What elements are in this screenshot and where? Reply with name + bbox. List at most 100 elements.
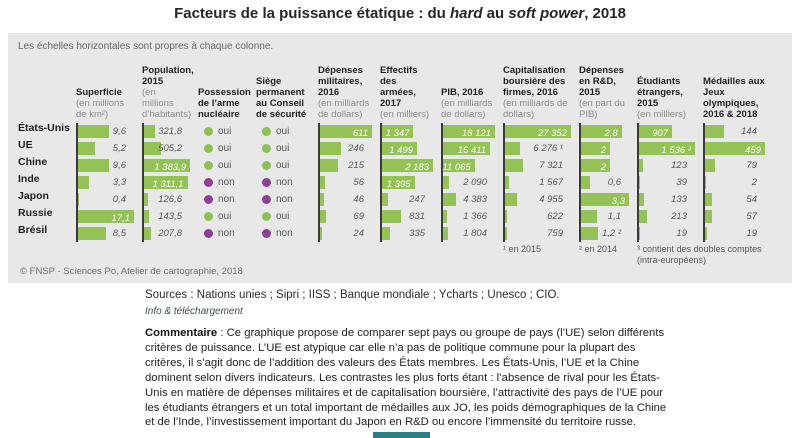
column-title: Médailles aux Jeux olympiques, 2016 & 20… <box>703 76 765 120</box>
column-header-nucleaire: Possession de l’arme nucléaire <box>198 56 251 123</box>
cell-nucleaire-2: oui <box>198 157 248 174</box>
dot-label: oui <box>276 160 290 171</box>
no-dot-icon <box>204 178 213 187</box>
value-label: 1 499 <box>389 145 414 156</box>
cell-rd-5: 1,1 <box>581 208 629 225</box>
value-label: 46 <box>353 194 364 205</box>
value-bar <box>382 227 390 240</box>
cell-population-4: 126,6 <box>144 191 190 208</box>
dot-label: non <box>276 228 293 239</box>
value-label: 246 <box>348 143 364 154</box>
value-bar: 2 183 <box>382 159 433 173</box>
value-bar <box>639 176 641 189</box>
value-label: 39 <box>676 177 687 188</box>
column-unit: (en milliards de dollars) <box>318 98 370 120</box>
column-header-medailles: Médailles aux Jeux olympiques, 2016 & 20… <box>703 56 765 123</box>
dot-column-body: oui oui oui non non oui non <box>198 123 248 242</box>
cell-etudiants-1: 1 536 ³ <box>639 140 695 157</box>
no-dot-icon <box>262 195 271 204</box>
cell-pib-6: 1 804 <box>443 225 495 242</box>
cell-medailles-4: 54 <box>705 191 765 208</box>
cell-siege-4: non <box>256 191 310 208</box>
value-label: 247 <box>409 194 425 205</box>
country-labels: États-Unis UE Chine Inde Japon Russie Brésil <box>18 120 76 239</box>
value-bar: 1 383,9 <box>144 159 190 173</box>
value-bar <box>320 176 325 189</box>
value-bar <box>505 159 523 172</box>
value-label: 611 <box>352 128 368 139</box>
value-label: 123 <box>671 160 687 171</box>
column-population: Population, 2015 (en millions d’habitants… <box>142 56 198 242</box>
value-bar <box>705 159 716 172</box>
no-dot-icon <box>262 229 271 238</box>
value-label: 1 311,1 <box>152 179 184 190</box>
cell-medailles-2: 79 <box>705 157 765 174</box>
cell-siege-6: non <box>256 225 310 242</box>
info-download-link[interactable]: Info & téléchargement <box>145 306 243 317</box>
yes-dot-icon <box>262 127 271 136</box>
value-bar: 1 395 <box>382 176 415 190</box>
cell-effectifs-2: 2 183 <box>382 157 433 174</box>
value-bar: 611 <box>320 125 372 139</box>
column-title: Superficie <box>76 87 122 98</box>
copyright-note: © FNSP - Sciences Po, Atelier de cartogr… <box>20 266 243 277</box>
dot-label: non <box>276 177 293 188</box>
value-bar <box>505 142 521 155</box>
commentary-text: : Ce graphique propose de comparer sept … <box>145 327 667 429</box>
value-label: 9,6 <box>112 126 126 137</box>
cell-etudiants-3: 39 <box>639 174 695 191</box>
value-bar: 17,1 <box>78 210 134 224</box>
value-bar <box>320 210 326 223</box>
value-bar: 2,8 <box>581 125 622 139</box>
no-dot-icon <box>204 229 213 238</box>
row-label--tats-unis: États-Unis <box>18 122 70 134</box>
dot-label: oui <box>276 211 290 222</box>
column-effectifs: Effectifs des armées, 2017 (en milliers) 1… <box>380 56 441 242</box>
value-label: 6 276 ¹ <box>533 143 563 154</box>
value-bar: 1 499 <box>382 142 418 156</box>
bar-column-body: 611 246 215 56 46 69 24 <box>318 123 372 242</box>
column-title: Dépenses en R&D, 2015 <box>579 65 624 98</box>
cell-nucleaire-4: non <box>198 191 248 208</box>
value-label: 321,8 <box>158 126 182 137</box>
value-label: 505,2 <box>158 143 182 154</box>
cell-population-3: 1 311,1 <box>144 174 190 191</box>
bar-column-body: 321,8 505,2 1 383,9 1 311,1 126,6 143,5 207,8 <box>142 123 190 242</box>
column-rd: Dépenses en R&D, 2015 (en part du PIB) 2,8… <box>579 56 637 254</box>
value-bar <box>581 176 590 189</box>
value-bar <box>78 125 110 138</box>
yes-dot-icon <box>262 161 271 170</box>
value-label: 54 <box>746 194 757 205</box>
cell-medailles-6: 19 <box>705 225 765 242</box>
cell-siege-2: oui <box>256 157 310 174</box>
cell-rd-2: 2 <box>581 157 629 174</box>
cell-population-5: 143,5 <box>144 208 190 225</box>
bar-column-body: 18 121 16 411 11 065 2 090 4 383 1 366 1 804 <box>441 123 495 242</box>
country-column: États-Unis UE Chine Inde Japon Russie Brésil <box>18 56 76 242</box>
cell-pib-5: 1 366 <box>443 208 495 225</box>
cell-pib-4: 4 383 <box>443 191 495 208</box>
cell-nucleaire-1: oui <box>198 140 248 157</box>
value-label: 3,3 <box>611 196 625 207</box>
value-bar <box>320 159 339 172</box>
value-label: 1 536 ³ <box>661 145 691 156</box>
column-unit: (en milliards de dollars) <box>441 98 493 120</box>
column-medailles: Médailles aux Jeux olympiques, 2016 & 20… <box>703 56 773 242</box>
column-title: Étudiants étrangers, 2015 <box>637 76 683 109</box>
cell-dep_mil-4: 46 <box>320 191 372 208</box>
value-label: 56 <box>353 177 364 188</box>
value-label: 207,8 <box>158 228 182 239</box>
cell-population-1: 505,2 <box>144 140 190 157</box>
footnote-rd: ² en 2014 <box>579 244 618 254</box>
partial-element-bottom[interactable] <box>373 432 430 438</box>
value-label: 4 383 <box>463 194 487 205</box>
value-bar <box>639 193 644 206</box>
cell-superficie-4: 0,4 <box>78 191 134 208</box>
value-label: 759 <box>547 228 563 239</box>
value-label: 133 <box>671 194 687 205</box>
title-part1: Facteurs de la puissance étatique : du <box>174 5 450 22</box>
cell-capitalisation-1: 6 276 ¹ <box>505 140 571 157</box>
cell-capitalisation-0: 27 352 <box>505 123 571 140</box>
commentary-label: Commentaire <box>145 327 218 339</box>
